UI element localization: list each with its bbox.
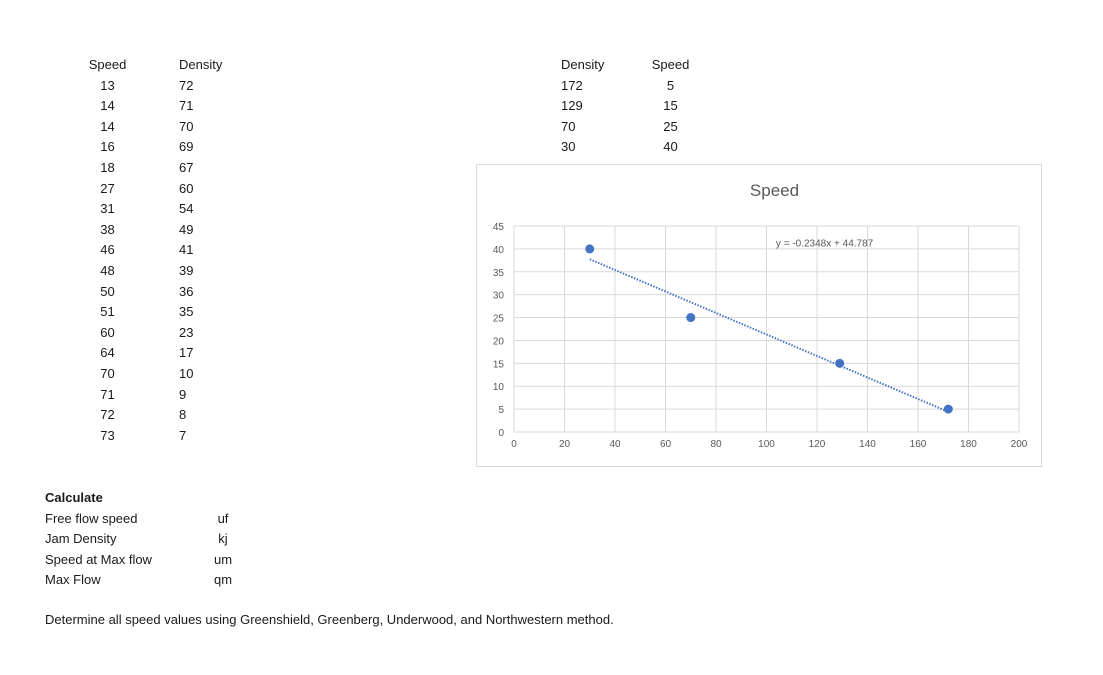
data-point: [835, 358, 845, 368]
left-density-cell: 69: [179, 139, 194, 155]
calc-row-speed-at-max-flow: Speed at Max flow um: [45, 550, 245, 571]
left-density-cell: 7: [179, 427, 187, 443]
left-density-cell: 60: [179, 180, 194, 196]
right-density-cell: 30: [561, 139, 576, 155]
y-tick-label: 20: [493, 336, 505, 347]
left-speed-cell: 27: [100, 180, 115, 196]
x-tick-label: 80: [710, 439, 722, 450]
left-density-cell: 35: [179, 304, 194, 320]
left-density-cell: 72: [179, 77, 194, 93]
x-tick-label: 120: [809, 439, 826, 450]
left-speed-cell: 50: [100, 283, 115, 299]
data-point: [943, 404, 953, 414]
left-density-cell: 9: [179, 386, 187, 402]
calc-symbol: kj: [218, 531, 228, 547]
calculate-section: Calculate Free flow speed uf Jam Density…: [45, 488, 245, 591]
left-table-density-column: Density 72 71 70 69 67 60 54 49 41 39 36 35 23 17 10 9 8 7: [179, 55, 239, 446]
calc-row-max-flow: Max Flow qm: [45, 570, 245, 591]
left-speed-cell: 38: [100, 221, 115, 237]
x-tick-label: 140: [859, 439, 876, 450]
y-tick-label: 15: [493, 359, 505, 370]
y-tick-label: 45: [493, 222, 505, 233]
chart-title: Speed: [750, 181, 799, 200]
calculate-title: Calculate: [45, 490, 103, 505]
x-tick-label: 60: [660, 439, 672, 450]
y-tick-label: 5: [498, 405, 504, 416]
x-tick-label: 40: [609, 439, 621, 450]
x-tick-label: 180: [960, 439, 977, 450]
calc-symbol: uf: [217, 510, 229, 526]
right-table-density-column: Density 172 129 70 30: [561, 55, 621, 158]
x-tick-label: 200: [1011, 439, 1028, 450]
left-density-cell: 41: [179, 242, 194, 258]
left-speed-cell: 72: [100, 407, 115, 423]
y-tick-label: 25: [493, 314, 505, 325]
left-density-cell: 17: [179, 345, 194, 361]
y-tick-label: 0: [498, 428, 504, 439]
left-table-speed-column: Speed 13 14 14 16 18 27 31 38 46 48 50 51 60 64 70 71 72 7…: [85, 55, 130, 446]
left-speed-cell: 71: [100, 386, 115, 402]
left-speed-cell: 14: [100, 98, 115, 114]
left-speed-cell: 64: [100, 345, 115, 361]
left-density-cell: 49: [179, 221, 194, 237]
trendline: [589, 258, 949, 413]
calc-row-free-flow-speed: Free flow speed uf: [45, 509, 245, 530]
left-speed-header: Speed: [88, 57, 127, 72]
left-density-header: Density: [179, 57, 223, 72]
left-density-cell: 39: [179, 262, 194, 278]
y-tick-label: 30: [493, 291, 505, 302]
left-density-cell: 54: [179, 201, 194, 217]
left-speed-cell: 31: [100, 201, 115, 217]
y-tick-label: 35: [493, 268, 505, 279]
left-speed-cell: 73: [100, 427, 115, 443]
left-speed-cell: 48: [100, 262, 115, 278]
x-tick-label: 160: [910, 439, 927, 450]
right-speed-cell: 25: [663, 118, 678, 134]
x-tick-label: 20: [559, 439, 571, 450]
left-speed-cell: 18: [100, 159, 115, 175]
left-speed-cell: 51: [100, 304, 115, 320]
calc-label: Jam Density: [45, 531, 117, 547]
trendline-equation: y = -0.2348x + 44.787: [776, 239, 874, 250]
left-density-cell: 23: [179, 324, 194, 340]
right-table-speed-column: Speed 5 15 25 40: [648, 55, 693, 158]
right-density-header: Density: [561, 57, 605, 72]
left-speed-cell: 46: [100, 242, 115, 258]
calc-symbol: um: [213, 551, 233, 567]
right-density-cell: 129: [561, 98, 583, 114]
x-tick-label: 100: [758, 439, 775, 450]
calc-label: Speed at Max flow: [45, 551, 152, 567]
calc-row-jam-density: Jam Density kj: [45, 529, 245, 550]
data-point: [585, 244, 595, 254]
left-speed-cell: 16: [100, 139, 115, 155]
calc-symbol: qm: [213, 572, 233, 588]
left-speed-cell: 60: [100, 324, 115, 340]
right-speed-cell: 40: [663, 139, 678, 155]
right-density-cell: 172: [561, 77, 583, 93]
x-tick-label: 0: [511, 439, 517, 450]
left-density-cell: 71: [179, 98, 194, 114]
right-speed-cell: 5: [666, 77, 675, 93]
left-speed-cell: 14: [100, 118, 115, 134]
data-point: [686, 313, 696, 323]
left-density-cell: 36: [179, 283, 194, 299]
right-speed-header: Speed: [651, 57, 690, 72]
right-density-cell: 70: [561, 118, 576, 134]
y-tick-label: 10: [493, 382, 505, 393]
calc-label: Free flow speed: [45, 510, 138, 526]
left-density-cell: 8: [179, 407, 187, 423]
left-speed-cell: 70: [100, 365, 115, 381]
left-density-cell: 10: [179, 365, 194, 381]
y-tick-label: 40: [493, 245, 505, 256]
chart-svg: Speed 0 5 10 15 20 25 30 35 40 45 0 20 40 60 80 100 120 14…: [493, 181, 1028, 450]
calc-label: Max Flow: [45, 572, 101, 588]
left-density-cell: 70: [179, 118, 194, 134]
speed-chart: Speed 0 5 10 15 20 25 30 35 40 45 0 20 40 60 80 100 120 14…: [476, 164, 1042, 467]
left-speed-cell: 13: [100, 77, 115, 93]
right-speed-cell: 15: [663, 98, 678, 114]
instruction-text: Determine all speed values using Greensh…: [45, 612, 614, 627]
left-density-cell: 67: [179, 159, 194, 175]
